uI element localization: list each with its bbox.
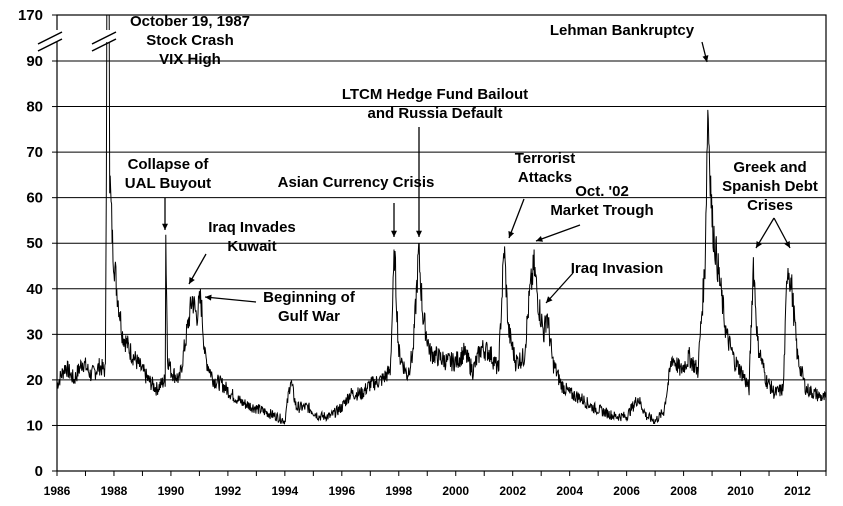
x-axis-ticks: 1986 1988 1990 1992 1994 1996 1998 2000 2002 2004… <box>44 471 827 498</box>
x-tick-label: 1992 <box>215 484 242 498</box>
annotation: Lehman Bankruptcy <box>550 22 709 63</box>
annotation-text: Lehman Bankruptcy <box>550 22 695 39</box>
annotation-arrowhead <box>189 277 195 284</box>
annotations: October 19, 1987 Stock Crash VIX High Colla… <box>125 13 818 325</box>
annotation: Asian Currency Crisis <box>278 174 435 237</box>
series-line <box>56 14 827 425</box>
annotation-text: LTCM Hedge Fund Bailout <box>342 86 528 103</box>
annotation: Greek and Spanish Debt Crises <box>722 159 818 249</box>
annotation-arrowhead <box>756 241 762 248</box>
annotation: Iraq Invades Kuwait <box>188 219 296 285</box>
annotation-text: UAL Buyout <box>125 175 211 192</box>
y-tick-label: 80 <box>26 99 43 116</box>
annotation: LTCM Hedge Fund Bailout and Russia Defaul… <box>342 86 528 237</box>
x-tick-label: 1990 <box>158 484 185 498</box>
annotation-arrowhead <box>536 236 543 242</box>
annotation-text: Collapse of <box>128 156 210 173</box>
annotation-text: Spanish Debt <box>722 178 818 195</box>
plot-border <box>56 14 827 472</box>
annotation-text: Market Trough <box>550 202 653 219</box>
annotation-arrowhead <box>546 296 553 303</box>
annotation-text: VIX High <box>159 51 221 68</box>
x-tick-label: 1988 <box>101 484 128 498</box>
y-tick-label: 60 <box>26 190 43 207</box>
x-tick-label: 2008 <box>670 484 697 498</box>
x-tick-label: 1998 <box>385 484 412 498</box>
plot-frame <box>56 14 827 472</box>
annotation-arrowhead <box>416 230 422 237</box>
x-tick-label: 1986 <box>44 484 71 498</box>
annotation-text: Asian Currency Crisis <box>278 174 435 191</box>
annotation: Terrorist Attacks <box>508 150 576 239</box>
annotation-text: Attacks <box>518 169 572 186</box>
annotation-arrowhead <box>162 223 168 230</box>
annotation-text: Gulf War <box>278 308 340 325</box>
annotation: October 19, 1987 Stock Crash VIX High <box>130 13 250 68</box>
x-tick-label: 2002 <box>499 484 526 498</box>
annotation: Collapse of UAL Buyout <box>125 156 211 230</box>
annotation-text: Beginning of <box>263 289 356 306</box>
y-tick-label: 170 <box>18 7 43 24</box>
x-tick-label: 2004 <box>556 484 583 498</box>
annotation: Oct. '02 Market Trough <box>535 183 654 242</box>
annotation-text: Stock Crash <box>146 32 234 49</box>
annotation-arrowhead <box>702 55 709 62</box>
annotation-text: Oct. '02 <box>575 183 629 200</box>
annotation-arrow <box>545 272 574 304</box>
y-tick-label: 40 <box>26 281 43 298</box>
y-tick-label: 30 <box>26 326 43 343</box>
break-slash <box>37 31 63 45</box>
break-gap <box>38 30 62 42</box>
y-tick-label: 0 <box>35 463 43 480</box>
axis-break <box>91 30 117 52</box>
y-tick-label: 10 <box>26 417 43 434</box>
annotation: Beginning of Gulf War <box>204 289 356 325</box>
x-tick-label: 1994 <box>272 484 299 498</box>
x-tick-label: 1996 <box>328 484 355 498</box>
y-tick-label: 20 <box>26 372 43 389</box>
break-slash <box>91 38 117 52</box>
annotation-text: Greek and <box>733 159 806 176</box>
x-tick-label: 2006 <box>613 484 640 498</box>
annotation: Iraq Invasion <box>545 260 664 304</box>
axis-break-marks <box>37 30 117 52</box>
annotation-text: and Russia Default <box>367 105 502 122</box>
annotation-arrow <box>508 198 525 239</box>
annotation-text: Crises <box>747 197 793 214</box>
annotation-arrow <box>535 224 581 242</box>
x-tick-label: 2000 <box>442 484 469 498</box>
x-tick-label: 2010 <box>727 484 754 498</box>
annotation-text: Iraq Invades <box>208 219 296 236</box>
annotation-arrowhead <box>205 294 212 301</box>
x-tick-label: 2012 <box>784 484 811 498</box>
y-axis-ticks: 0 10 20 30 40 50 60 70 80 90 170 <box>18 7 57 480</box>
annotation-arrowhead <box>391 230 397 237</box>
annotation-arrowhead <box>508 231 515 238</box>
break-slash <box>91 31 117 45</box>
y-tick-label: 90 <box>26 53 43 70</box>
y-tick-label: 50 <box>26 235 43 252</box>
break-gap <box>92 30 116 42</box>
break-slash <box>37 38 63 52</box>
annotation-arrowhead <box>784 241 790 248</box>
y-tick-label: 70 <box>26 144 43 161</box>
annotation-arrow <box>204 296 257 303</box>
annotation-text: Terrorist <box>515 150 576 167</box>
annotation-text: Kuwait <box>227 238 276 255</box>
gridlines <box>57 14 826 472</box>
series-group <box>56 14 827 425</box>
annotation-text: October 19, 1987 <box>130 13 250 30</box>
axis-break <box>37 30 63 52</box>
annotation-text: Iraq Invasion <box>571 260 664 277</box>
